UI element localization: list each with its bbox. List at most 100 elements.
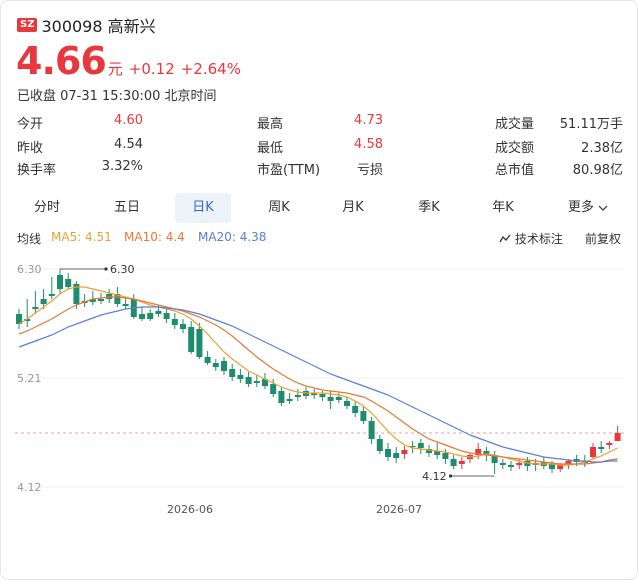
tab-intraday[interactable]: 分时: [33, 200, 60, 215]
candle-body: [319, 394, 326, 397]
candle-body: [229, 369, 236, 377]
candle-body: [180, 324, 186, 329]
stat-label: 市盈(TTM): [257, 163, 321, 178]
candle-body: [163, 313, 170, 319]
tab-monthly-k[interactable]: 月K: [342, 200, 364, 215]
stat-label: 总市值: [495, 163, 535, 178]
candle-body: [516, 463, 523, 465]
candle-body: [122, 304, 129, 306]
candle-body: [139, 314, 145, 319]
tab-more-label: 更多: [567, 200, 594, 215]
candle-body: [434, 451, 441, 455]
tab-quarterly-k[interactable]: 季K: [418, 200, 440, 215]
stats-row: 今开 4.60 最高 4.73 成交量 51.11万手: [17, 113, 623, 135]
tech-annotation-toggle[interactable]: 技术标注: [499, 230, 563, 247]
candle-body: [286, 399, 293, 401]
tab-yearly-k[interactable]: 年K: [492, 200, 514, 215]
candle-body: [614, 433, 621, 441]
stat-label: 换手率: [17, 163, 57, 178]
candle-body: [401, 450, 408, 454]
candle-body: [393, 453, 400, 458]
y-tick-label: 6.30: [17, 263, 42, 276]
candle-body: [73, 284, 80, 304]
candle-body: [565, 461, 572, 465]
price-unit: 元: [107, 60, 123, 78]
max-annotation-label: 6.30: [110, 263, 135, 276]
stats-row: 昨收 4.54 最低 4.58 成交额 2.38亿: [17, 137, 623, 159]
candle-body: [491, 455, 498, 463]
stat-label: 昨收: [17, 141, 44, 156]
candle-body: [598, 447, 605, 449]
candle-body: [442, 453, 449, 459]
stat-value: 4.73: [354, 113, 383, 128]
stat-value: 4.60: [114, 113, 143, 128]
candle-body: [508, 465, 514, 467]
candle-body: [368, 421, 375, 439]
stat-value: 3.32%: [101, 159, 143, 174]
candle-body: [311, 393, 318, 395]
stat-label: 最低: [257, 141, 284, 156]
min-annotation-dot: [449, 474, 453, 478]
ma10-value: MA10: 4.4: [124, 230, 185, 244]
tech-annotation-label: 技术标注: [514, 232, 563, 246]
ma-legend: 均线 MA5: 4.51 MA10: 4.4 MA20: 4.38 技术标注 前…: [17, 230, 623, 248]
max-annotation-dot: [104, 267, 108, 271]
candle-body: [278, 391, 285, 403]
stat-value: 4.54: [114, 137, 143, 152]
ma10-line: [18, 296, 618, 465]
tab-more[interactable]: 更多: [553, 193, 623, 223]
candle-body: [155, 311, 162, 314]
stock-code-name[interactable]: 300098 高新兴: [41, 17, 156, 36]
y-tick-label: 4.12: [17, 481, 42, 494]
stock-header: SZ 300098 高新兴: [17, 13, 156, 37]
candle-body: [385, 449, 391, 457]
candle-body: [262, 379, 268, 386]
candle-body: [360, 411, 367, 421]
candle-body: [344, 401, 350, 406]
min-annotation-label: 4.12: [422, 470, 447, 483]
candle-body: [204, 357, 211, 363]
candle-body: [237, 375, 244, 379]
stats-row: 换手率 3.32% 市盈(TTM) 亏损 总市值 80.98亿: [17, 159, 623, 181]
stat-label: 最高: [257, 117, 284, 132]
stat-value: 2.38亿: [581, 141, 623, 156]
candle-body: [483, 451, 490, 455]
ma5-value: MA5: 4.51: [51, 230, 112, 244]
period-tabs: 分时 五日 日K 周K 月K 季K 年K 更多: [17, 193, 623, 223]
candle-body: [352, 406, 359, 413]
candle-body: [24, 319, 31, 321]
ma20-value: MA20: 4.38: [198, 230, 267, 244]
stat-value: 80.98亿: [572, 163, 623, 178]
candle-body: [16, 314, 22, 324]
candle-body: [98, 299, 104, 301]
candle-body: [327, 397, 334, 401]
price-change-pct: +2.64%: [180, 60, 241, 78]
market-badge: SZ: [17, 18, 38, 32]
candle-body: [409, 446, 416, 447]
candle-body: [450, 459, 457, 466]
candle-body: [590, 447, 596, 457]
ma5-line: [18, 286, 618, 466]
candle-body: [40, 299, 47, 304]
adjust-toggle[interactable]: 前复权: [585, 232, 622, 246]
tab-daily-k[interactable]: 日K: [175, 193, 231, 223]
ma-label: 均线: [17, 232, 42, 246]
candle-body: [89, 299, 96, 302]
candle-body: [294, 395, 301, 397]
price-row: 4.66 元 +0.12 +2.64%: [16, 41, 241, 81]
candle-body: [245, 377, 252, 384]
candle-body: [32, 307, 39, 309]
candle-body: [335, 397, 342, 400]
candle-body: [65, 279, 72, 287]
candle-body: [458, 461, 465, 464]
tab-weekly-k[interactable]: 周K: [268, 200, 290, 215]
candle-body: [114, 294, 121, 304]
candle-body: [212, 363, 219, 367]
candlestick-chart[interactable]: 6.30 5.21 4.12 2026-06 2026-07 6.30 4.12: [1, 251, 637, 531]
candle-body: [57, 275, 63, 289]
annotation-icon: [499, 234, 511, 243]
ma20-line: [18, 306, 618, 463]
tab-five-day[interactable]: 五日: [113, 200, 140, 215]
stat-value: 4.58: [354, 137, 383, 152]
candle-body: [147, 313, 154, 319]
